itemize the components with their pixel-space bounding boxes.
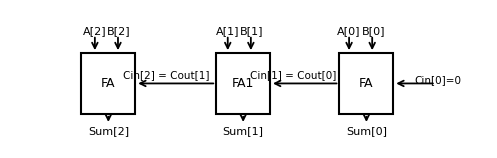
Text: A[0]: A[0]	[337, 26, 361, 36]
Text: B[2]: B[2]	[107, 26, 131, 36]
Text: Cin[1] = Cout[0]: Cin[1] = Cout[0]	[250, 70, 336, 80]
Text: Cin[2] = Cout[1]: Cin[2] = Cout[1]	[123, 70, 209, 80]
Text: B[1]: B[1]	[240, 26, 264, 36]
Text: FA: FA	[359, 77, 374, 90]
Text: Sum[0]: Sum[0]	[346, 126, 387, 136]
Text: B[0]: B[0]	[362, 26, 385, 36]
FancyBboxPatch shape	[216, 53, 270, 114]
Text: A[1]: A[1]	[216, 26, 240, 36]
FancyBboxPatch shape	[82, 53, 135, 114]
Text: A[2]: A[2]	[83, 26, 107, 36]
Text: Cin[0]=0: Cin[0]=0	[414, 75, 462, 85]
Text: Sum[1]: Sum[1]	[223, 126, 263, 136]
Text: FA1: FA1	[232, 77, 254, 90]
Text: Sum[2]: Sum[2]	[88, 126, 129, 136]
FancyBboxPatch shape	[339, 53, 394, 114]
Text: FA: FA	[101, 77, 116, 90]
